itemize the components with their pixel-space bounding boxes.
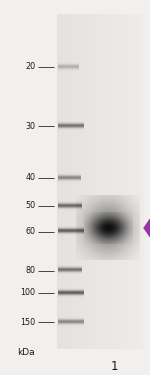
Text: kDa: kDa (18, 348, 35, 357)
Text: 100: 100 (20, 288, 35, 297)
Text: 30: 30 (25, 122, 35, 130)
Text: 80: 80 (25, 266, 35, 275)
Text: 40: 40 (25, 173, 35, 182)
FancyBboxPatch shape (57, 15, 143, 349)
Text: 150: 150 (20, 318, 35, 327)
Text: 60: 60 (25, 227, 35, 236)
Polygon shape (143, 217, 150, 238)
Text: 1: 1 (110, 360, 118, 372)
Text: 50: 50 (25, 201, 35, 210)
Text: 20: 20 (25, 62, 35, 71)
